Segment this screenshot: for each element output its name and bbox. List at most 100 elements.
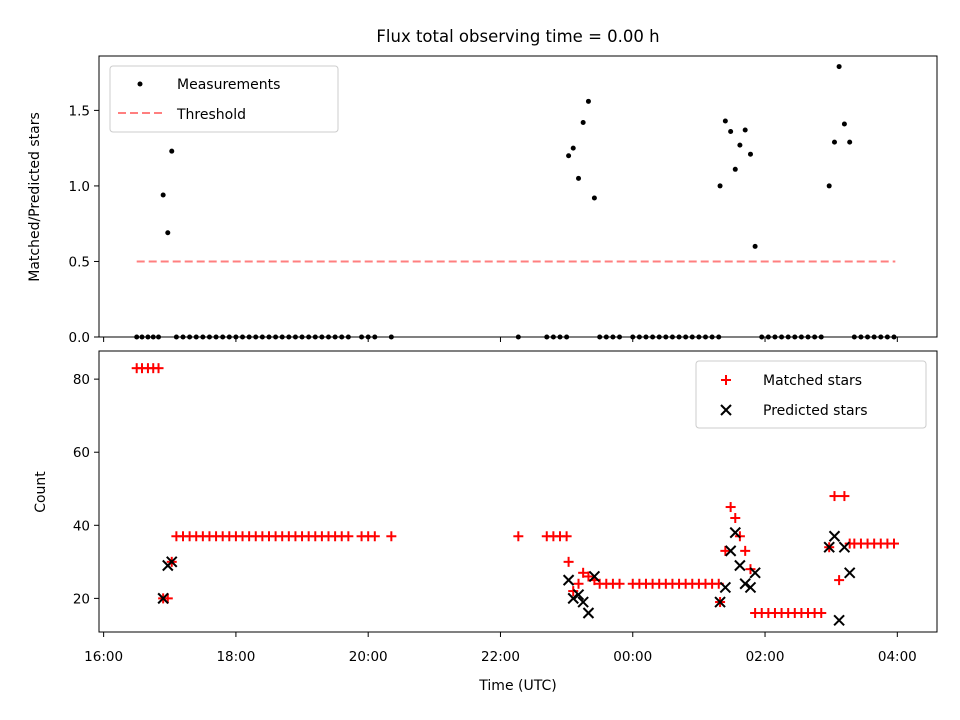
predicted-star-point [838,541,851,553]
measurement-point [570,145,576,151]
matched-star-point [386,531,397,542]
x-diag-2 [166,556,178,568]
matched-star-point [730,512,741,523]
matched-star-point [573,578,584,589]
bottom-x-ticks: 16:00 18:00 20:00 22:00 00:00 02:00 04:00 [84,632,917,665]
x-diag-2 [843,567,856,579]
predicted-star-point [729,526,741,539]
predicted-star-point [562,574,575,586]
predicted-star-point [714,596,726,608]
x-diag-2 [719,581,732,594]
x-tick-label: 20:00 [349,649,388,665]
predicted-star-point [833,614,845,627]
measurement-points [134,64,897,340]
bottom-legend: Matched stars Predicted stars [695,360,927,429]
y-tick-label: 60 [73,445,90,461]
y-tick-label: 1.5 [69,103,90,119]
matched-star-point [839,491,850,502]
measurement-point [717,183,723,189]
x-tick-label: 00:00 [613,649,652,665]
matched-star-point [513,531,524,542]
measurement-point [580,119,586,125]
matched-star-point [563,556,574,567]
y-tick-label: 1.0 [69,179,90,195]
top-panel: Flux total observing time = 0.00 h 0.0 0.… [27,27,938,346]
y-tick-label: 0.0 [69,330,90,346]
measurement-point [737,142,743,148]
bottom-y-axis-label: Count [33,471,49,513]
x-diag-2 [562,574,575,586]
x-diag-2 [157,592,169,605]
matched-star-point [343,531,354,542]
legend-threshold-label: Threshold [176,107,246,123]
predicted-star-point [724,545,737,557]
top-panel-title: Flux total observing time = 0.00 h [376,27,659,46]
predicted-star-point [567,592,579,605]
measurement-point [160,192,166,198]
measurement-point [831,139,837,145]
legend-measurements-label: Measurements [177,77,280,93]
matched-star-point [614,578,625,589]
x-diag-2 [714,596,726,608]
y-tick-label: 20 [73,591,90,607]
matched-star-point [153,363,164,374]
x-diag-2 [739,578,751,590]
matched-star-point [568,586,579,597]
top-axes-frame [98,55,938,338]
matched-star-point [740,545,751,556]
matched-star-point [720,545,731,556]
predicted-star-point [739,578,751,590]
measurement-point [752,243,758,249]
x-tick-label: 04:00 [878,649,917,665]
bottom-legend-box [695,360,927,429]
measurement-point [826,183,832,189]
bottom-x-axis-label: Time (UTC) [478,678,556,694]
top-y-axis-label: Matched/Predicted stars [27,112,43,282]
x-diag-2 [724,545,737,557]
x-diag-2 [734,559,746,572]
predicted-star-point [577,596,589,608]
x-tick-label: 22:00 [481,649,520,665]
x-tick-label: 18:00 [216,649,255,665]
predicted-star-point [572,589,585,601]
predicted-star-point [749,567,761,579]
x-diag-2 [744,581,757,594]
measurement-point [566,153,572,159]
x-diag-2 [749,567,761,579]
x-diag-2 [577,596,589,608]
predicted-star-point [843,567,856,579]
predicted-star-point [157,592,169,605]
x-diag-2 [588,570,601,583]
predicted-star-point [719,581,732,594]
matched-star-point [889,538,900,549]
predicted-star-point [734,559,746,572]
x-diag-2 [567,592,579,605]
measurement-point [732,166,738,172]
measurement-point [165,230,171,236]
matched-star-point [583,571,594,582]
bottom-panel: 20 40 60 80 16:00 18:00 20:00 22:00 00:00 02:00 0… [33,350,938,694]
x-tick-label: 02:00 [746,649,785,665]
predicted-star-point [582,607,595,619]
measurement-point [585,98,591,104]
measurement-point [728,129,734,135]
measurement-point [747,151,753,157]
x-diag-2 [572,589,585,601]
y-tick-label: 40 [73,518,90,534]
bottom-axes-frame [98,350,938,633]
x-diag-2 [828,530,841,542]
measurement-point [591,195,597,201]
matched-star-point [816,607,827,618]
top-legend: Measurements Threshold [109,65,339,133]
matched-star-point [829,491,840,502]
y-tick-label: 0.5 [69,254,90,270]
x-diag-2 [582,607,595,619]
measurement-point [722,118,728,124]
matched-star-point [725,502,736,513]
measurement-point [841,121,847,127]
x-diag-2 [838,541,851,553]
predicted-star-point [828,530,841,542]
legend-predicted-label: Predicted stars [763,403,868,419]
top-legend-box [109,65,339,133]
